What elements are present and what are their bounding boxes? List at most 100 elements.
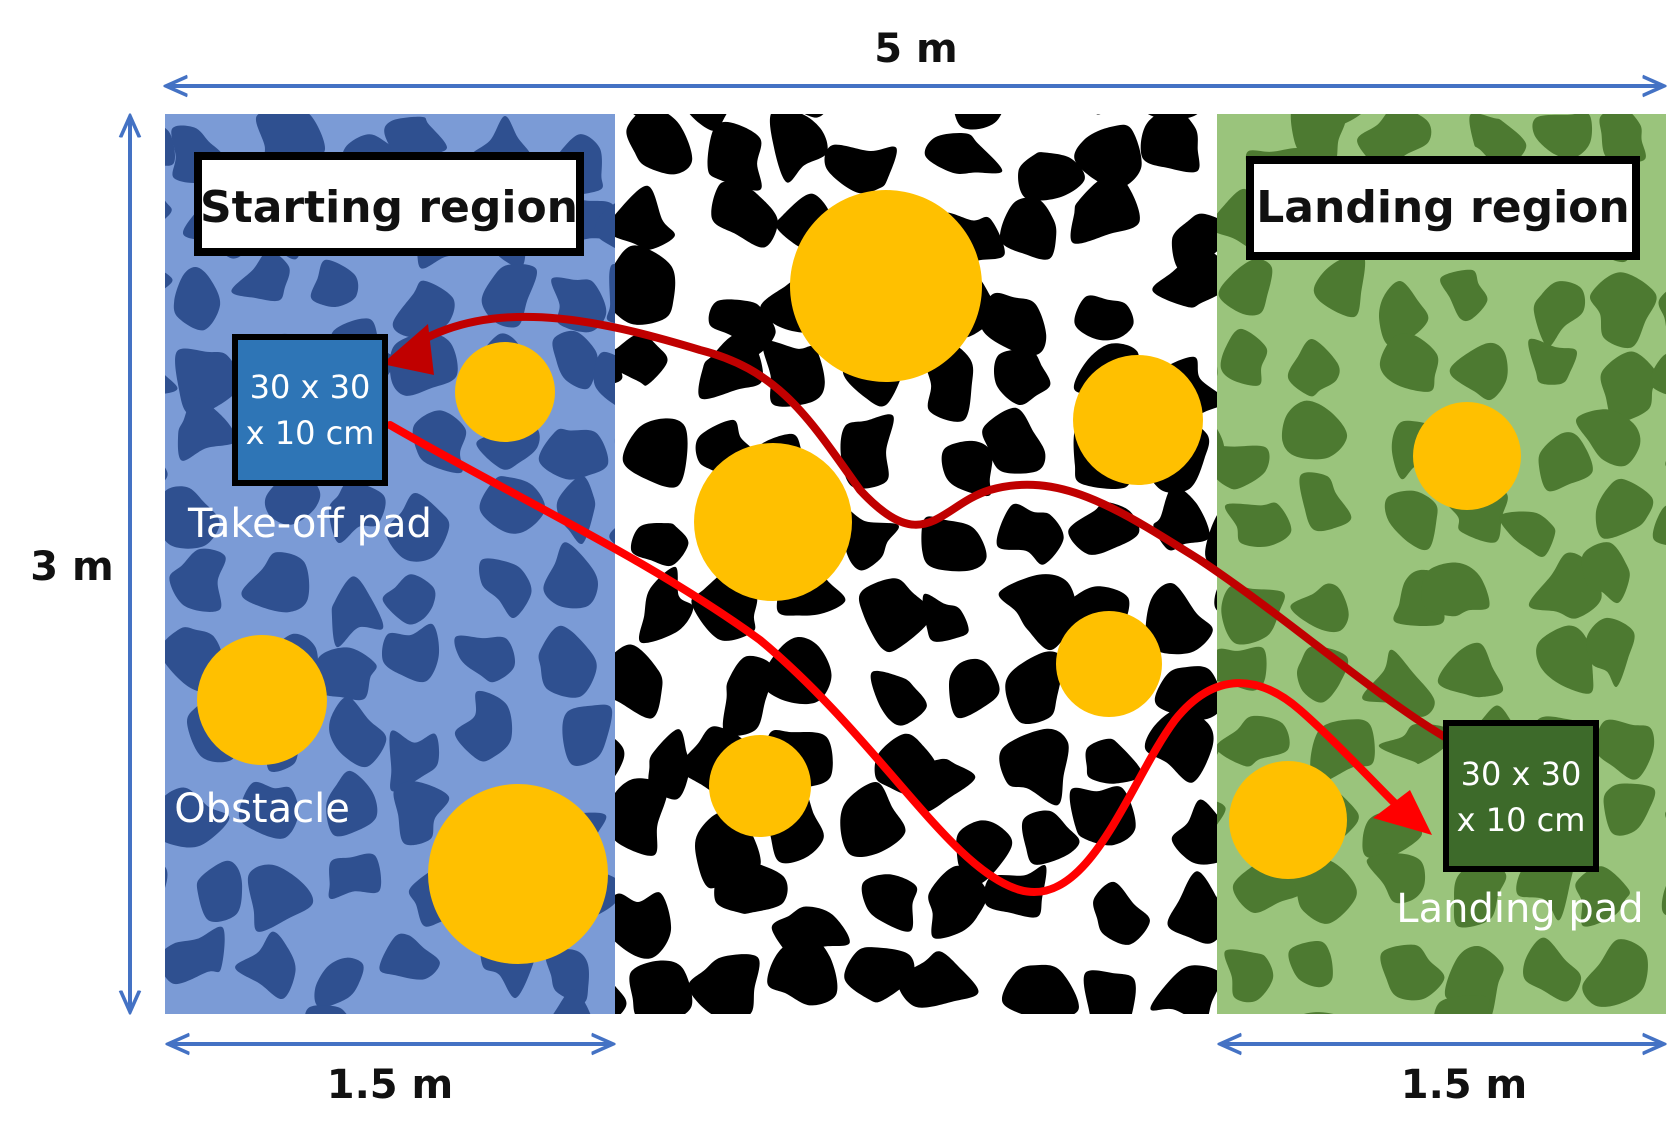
camouflage-blob	[711, 181, 778, 248]
camouflage-blob	[1167, 871, 1217, 944]
camouflage-blob	[241, 552, 310, 613]
camouflage-blob	[858, 578, 932, 653]
camouflage-blob	[1652, 505, 1666, 545]
camouflage-blob	[722, 655, 774, 736]
landing-region-camouflage	[1138, 39, 1666, 1014]
camouflage-blob	[1575, 866, 1630, 927]
camouflage-blob	[615, 739, 625, 777]
camouflage-blob	[1661, 885, 1666, 916]
flight-path-forward-arrow	[386, 421, 1416, 897]
camouflage-blob	[389, 730, 440, 792]
camouflage-blob	[688, 954, 760, 1014]
camouflage-blob	[1221, 585, 1285, 645]
camouflage-blob	[638, 566, 694, 644]
camouflage-blob	[1600, 351, 1659, 423]
camouflage-blob	[1074, 124, 1142, 189]
takeoff-pad-size-line1: 30 x 30	[250, 368, 371, 406]
camouflage-blob	[454, 690, 513, 762]
camouflage-blob	[1585, 617, 1635, 687]
camouflage-blob	[760, 1021, 817, 1078]
camouflage-blob	[993, 349, 1051, 406]
camouflage-blob	[1602, 58, 1657, 102]
obstacle-circle	[197, 635, 327, 765]
camouflage-blob	[1380, 944, 1445, 1001]
camouflage-blob	[615, 985, 627, 1014]
camouflage-blob	[92, 788, 152, 847]
camouflage-blob	[165, 467, 168, 481]
camouflage-blob	[1440, 269, 1488, 322]
camouflage-blob	[1074, 295, 1134, 341]
camouflage-blob	[553, 989, 591, 1014]
landing-pad: 30 x 30 x 10 cm	[1443, 720, 1599, 872]
camouflage-blob	[1241, 39, 1296, 91]
camouflage-blob	[1313, 254, 1366, 318]
camouflage-blob	[1138, 48, 1198, 112]
camouflage-blob	[454, 635, 516, 683]
obstacle-circle	[694, 443, 852, 601]
camouflage-blob	[479, 476, 546, 534]
camouflage-blob	[91, 945, 150, 1017]
camouflage-blob	[906, 758, 976, 813]
camouflage-blob	[941, 440, 993, 497]
camouflage-blob	[231, 250, 290, 302]
camouflage-blob	[1469, 114, 1527, 169]
camouflage-blob	[707, 121, 762, 191]
camouflage-blob	[999, 197, 1057, 260]
camouflage-blob	[1096, 114, 1101, 115]
camouflage-blob	[556, 475, 596, 545]
camouflage-blob	[840, 782, 906, 858]
camouflage-blob	[1293, 858, 1357, 924]
camouflage-blob	[1538, 432, 1593, 492]
camouflage-blob	[922, 593, 969, 642]
obstacle-circle	[1056, 611, 1162, 717]
camouflage-blob	[328, 481, 386, 544]
obstacle-circle	[1073, 355, 1203, 485]
landing-pad-caption: Landing pad	[1396, 886, 1643, 932]
camouflage-blob	[856, 1039, 911, 1110]
camouflage-blob	[381, 623, 440, 683]
camouflage-blob	[982, 407, 1046, 474]
camouflage-blob	[614, 438, 615, 444]
camouflage-blob	[1214, 589, 1217, 611]
camouflage-blob	[1524, 44, 1595, 98]
camouflage-blob	[1070, 175, 1140, 244]
camouflage-blob	[1005, 651, 1063, 725]
camouflage-blob	[385, 492, 450, 562]
camouflage-blob	[1366, 39, 1424, 100]
camouflage-blob	[382, 574, 436, 625]
camouflage-blob	[870, 670, 927, 726]
obstacle-circle	[790, 190, 982, 382]
camouflage-blob	[379, 933, 440, 980]
camouflage-blob	[310, 259, 359, 308]
camouflage-blob	[1582, 939, 1648, 1007]
camouflage-blob	[615, 778, 667, 856]
camouflage-blob	[545, 949, 590, 1004]
obstacle-caption: Obstacle	[174, 786, 350, 832]
obstacle-circle	[455, 342, 555, 442]
camouflage-blob	[1287, 339, 1340, 397]
camouflage-blob	[1217, 715, 1290, 767]
camouflage-blob	[1536, 625, 1594, 694]
camouflage-blob	[1665, 460, 1666, 467]
camouflage-blob	[552, 330, 598, 390]
dimension-top: 5 m	[166, 26, 1664, 86]
starting-region-title-box: Starting region	[194, 152, 584, 256]
camouflage-blob	[1528, 338, 1578, 385]
camouflage-blob	[614, 1023, 684, 1086]
camouflage-blob	[1603, 783, 1656, 836]
camouflage-blob	[928, 865, 988, 939]
camouflage-blob	[165, 486, 220, 549]
camouflage-blob	[392, 280, 455, 338]
camouflage-blob	[165, 272, 173, 289]
camouflage-blob	[609, 528, 615, 545]
camouflage-blob	[1575, 409, 1641, 467]
camouflage-blob	[305, 1005, 347, 1014]
flight-path-return-arrowhead	[382, 324, 434, 375]
camouflage-blob	[840, 414, 894, 489]
camouflage-blob	[1021, 810, 1080, 865]
camouflage-blob	[258, 1020, 313, 1078]
camouflage-blob	[615, 333, 668, 386]
camouflage-blob	[698, 334, 764, 400]
camouflage-blob	[629, 960, 693, 1014]
